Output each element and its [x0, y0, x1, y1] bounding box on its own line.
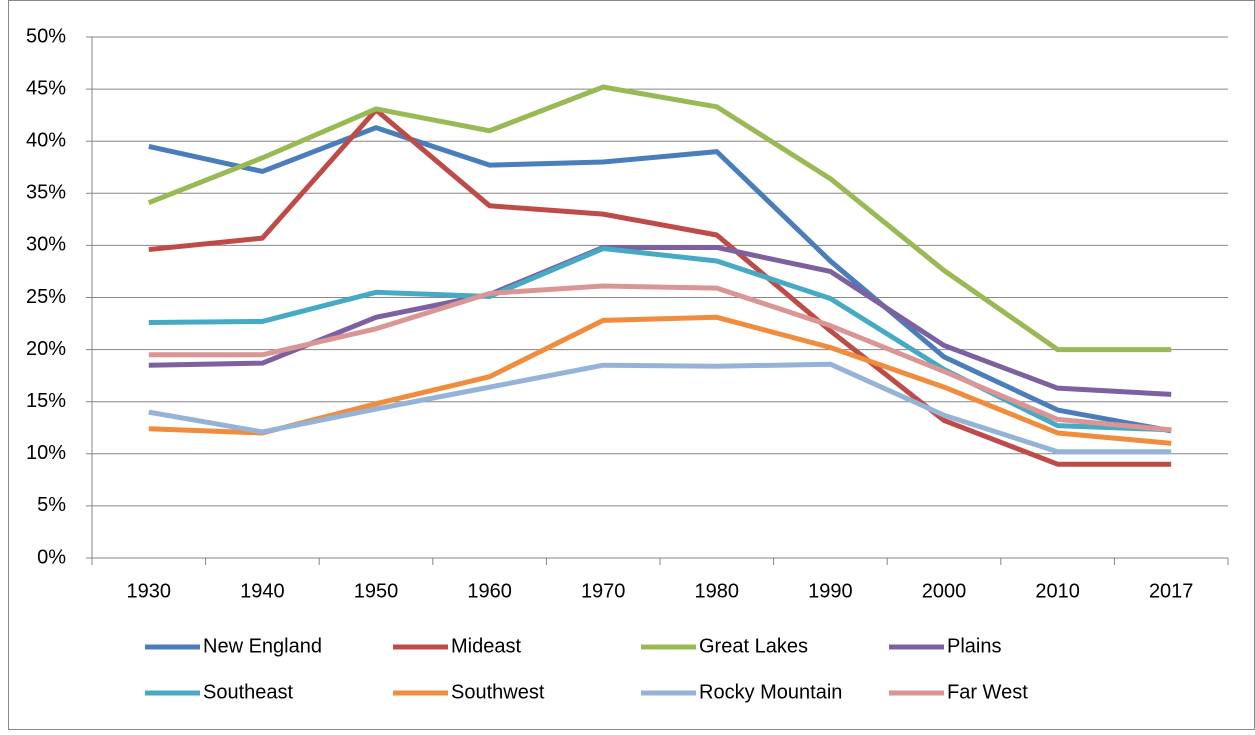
- x-tick-label: 1980: [695, 580, 740, 602]
- y-tick-label: 30%: [26, 234, 66, 256]
- y-tick-label: 10%: [26, 442, 66, 464]
- y-tick-label: 35%: [26, 182, 66, 204]
- x-tick-label: 1950: [354, 580, 399, 602]
- legend-label: Rocky Mountain: [699, 681, 842, 703]
- legend-label: New England: [203, 635, 322, 657]
- legend-label: Far West: [947, 681, 1028, 703]
- series-line: [148, 283, 1172, 433]
- y-tick-label: 0%: [37, 546, 66, 568]
- legend-label: Southwest: [451, 681, 545, 703]
- y-tick-label: 5%: [37, 494, 66, 516]
- x-tick-label: 2000: [922, 580, 967, 602]
- legend-label: Mideast: [451, 635, 521, 657]
- series-line: [148, 107, 1172, 467]
- x-tick-label: 1990: [808, 580, 853, 602]
- y-tick-label: 40%: [26, 129, 66, 151]
- y-tick-label: 50%: [26, 25, 66, 47]
- series-line: [148, 125, 1172, 434]
- y-tick-label: 15%: [26, 390, 66, 412]
- x-tick-label: 1930: [127, 580, 172, 602]
- legend-label: Southeast: [203, 681, 294, 703]
- y-tick-label: 25%: [26, 286, 66, 308]
- x-tick-label: 1970: [581, 580, 626, 602]
- y-tick-label: 20%: [26, 338, 66, 360]
- x-tick-label: 1960: [467, 580, 512, 602]
- series-line: [148, 361, 1172, 455]
- x-tick-label: 2010: [1035, 580, 1080, 602]
- series-line: [147, 84, 1172, 353]
- x-tick-label: 1940: [240, 580, 285, 602]
- x-tick-label: 2017: [1149, 580, 1194, 602]
- y-tick-label: 45%: [26, 77, 66, 99]
- legend-label: Plains: [947, 635, 1001, 657]
- legend-label: Great Lakes: [699, 635, 808, 657]
